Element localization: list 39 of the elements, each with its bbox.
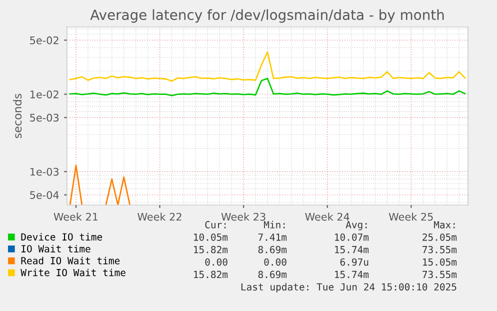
text: Max:	[434, 221, 455, 228]
text: Last update: Tue Jun 24 15:00:10 2025	[241, 283, 456, 292]
text: 73.55m	[422, 246, 457, 254]
text: 10.05m	[194, 233, 228, 241]
text: 15.82m	[194, 246, 228, 254]
y-tick-label: 5e-02	[30, 36, 58, 44]
x-tick-label: Week 21	[54, 212, 98, 221]
text: 10.07m	[335, 233, 369, 241]
y-tick-label: 5e-04	[30, 191, 59, 199]
line-series	[69, 51, 466, 82]
text: 8.69m	[258, 246, 287, 254]
legend-label: IO Wait time	[22, 244, 90, 252]
text: 15.82m	[194, 270, 228, 278]
chart-title: Average latency for /dev/logsmain/data - by month	[90, 9, 444, 23]
line-series	[69, 78, 466, 96]
y-tick-label: 5e-03	[30, 114, 59, 122]
text: 7.41m	[258, 234, 287, 241]
x-tick-label: Week 22	[138, 212, 182, 221]
text: 15.74m	[335, 270, 369, 278]
x-tick-label: Week 23	[221, 212, 266, 221]
text: 0.00	[264, 258, 286, 266]
y-tick-label: 1e-03	[30, 168, 59, 176]
text: 15.74m	[335, 246, 369, 254]
text: 6.97u	[340, 258, 368, 266]
text: 0.00	[205, 258, 228, 266]
legend-label: Device IO time	[21, 233, 102, 241]
legend-label: Read IO Wait time	[21, 256, 120, 264]
x-tick-label: Week 24	[305, 212, 350, 221]
legend-label: Write IO Wait time	[20, 268, 126, 276]
y-axis-title: seconds	[13, 94, 22, 138]
text: 25.05m	[422, 233, 457, 241]
text: Min:	[264, 220, 285, 228]
text: Avg:	[346, 221, 367, 230]
y-tick-label: 1e-02	[30, 90, 58, 98]
text: 15.05m	[423, 258, 457, 266]
text: 73.55m	[422, 270, 457, 278]
text: Cur:	[205, 221, 226, 228]
x-tick-label: Week 25	[388, 212, 433, 221]
text: 8.69m	[258, 270, 287, 278]
